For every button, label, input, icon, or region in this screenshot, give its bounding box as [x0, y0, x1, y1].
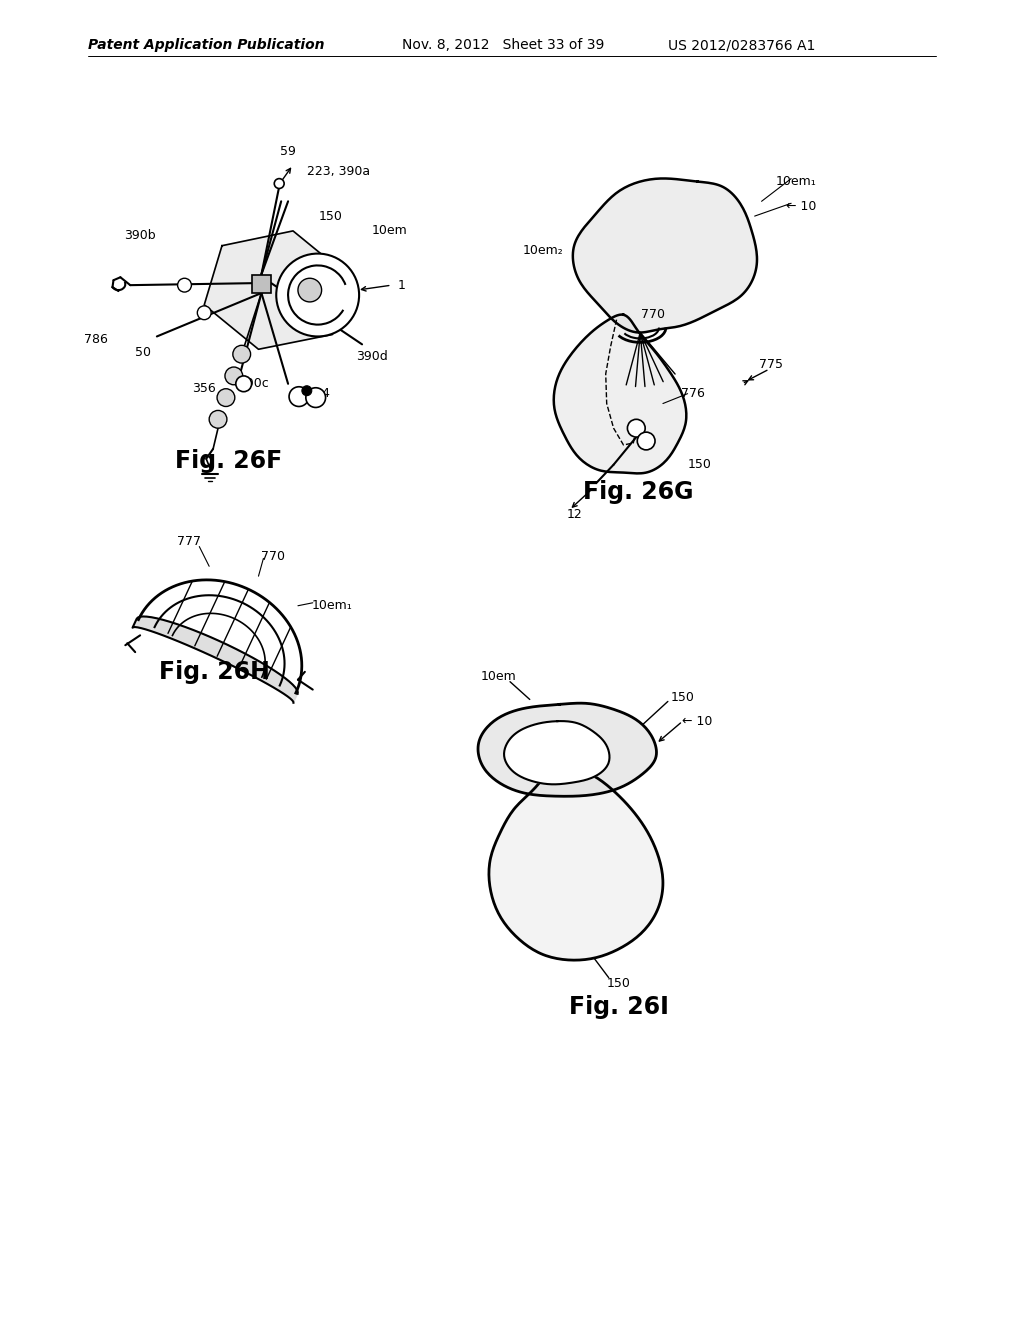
Text: 150: 150: [687, 458, 712, 471]
Polygon shape: [478, 704, 656, 796]
Circle shape: [628, 420, 645, 437]
Text: 784: 784: [306, 387, 330, 400]
Circle shape: [274, 178, 284, 189]
Text: 776: 776: [681, 387, 705, 400]
Text: Fig. 26I: Fig. 26I: [568, 995, 669, 1019]
Polygon shape: [204, 231, 347, 350]
Circle shape: [289, 387, 309, 407]
Text: 150: 150: [606, 977, 631, 990]
Text: 59: 59: [281, 145, 296, 158]
Circle shape: [298, 279, 322, 302]
Circle shape: [637, 432, 655, 450]
Text: 770: 770: [261, 550, 286, 562]
Circle shape: [276, 253, 359, 337]
Text: 770: 770: [641, 309, 665, 321]
Bar: [252, 276, 271, 293]
Polygon shape: [554, 314, 686, 474]
Circle shape: [302, 385, 311, 396]
Text: 777: 777: [177, 535, 202, 548]
Text: ← 10: ← 10: [785, 199, 816, 213]
Circle shape: [209, 411, 227, 428]
Text: 150: 150: [671, 690, 694, 704]
Polygon shape: [488, 768, 663, 960]
Text: 150: 150: [318, 210, 342, 223]
Text: 390d: 390d: [356, 350, 388, 363]
Text: 10em₁: 10em₁: [776, 176, 816, 187]
Polygon shape: [132, 616, 298, 702]
Text: 390c: 390c: [239, 378, 269, 391]
Circle shape: [177, 279, 191, 292]
Text: Fig. 26F: Fig. 26F: [175, 449, 283, 473]
Polygon shape: [574, 178, 757, 333]
Text: 12: 12: [566, 507, 582, 520]
Polygon shape: [504, 721, 609, 784]
Text: Fig. 26H: Fig. 26H: [159, 660, 269, 684]
Text: 356: 356: [193, 383, 216, 395]
Text: 50: 50: [135, 346, 152, 359]
Text: 1: 1: [397, 279, 406, 292]
Text: 223, 390a: 223, 390a: [307, 165, 370, 178]
Text: ← 10: ← 10: [682, 714, 713, 727]
Text: 10em: 10em: [372, 224, 408, 238]
Circle shape: [225, 367, 243, 385]
Text: Patent Application Publication: Patent Application Publication: [88, 38, 325, 53]
Text: Nov. 8, 2012   Sheet 33 of 39: Nov. 8, 2012 Sheet 33 of 39: [401, 38, 604, 53]
Text: 10em: 10em: [480, 671, 516, 684]
Polygon shape: [572, 178, 757, 333]
Text: US 2012/0283766 A1: US 2012/0283766 A1: [668, 38, 815, 53]
Circle shape: [198, 306, 211, 319]
Circle shape: [217, 388, 234, 407]
Text: 390b: 390b: [124, 230, 156, 243]
Circle shape: [232, 346, 251, 363]
Text: 10em₁: 10em₁: [312, 599, 353, 612]
Text: 775: 775: [760, 358, 783, 371]
Circle shape: [306, 388, 326, 408]
Text: Fig. 26G: Fig. 26G: [583, 480, 693, 504]
Text: 10em₂: 10em₂: [522, 244, 563, 257]
Text: 786: 786: [84, 333, 108, 346]
Circle shape: [236, 376, 252, 392]
